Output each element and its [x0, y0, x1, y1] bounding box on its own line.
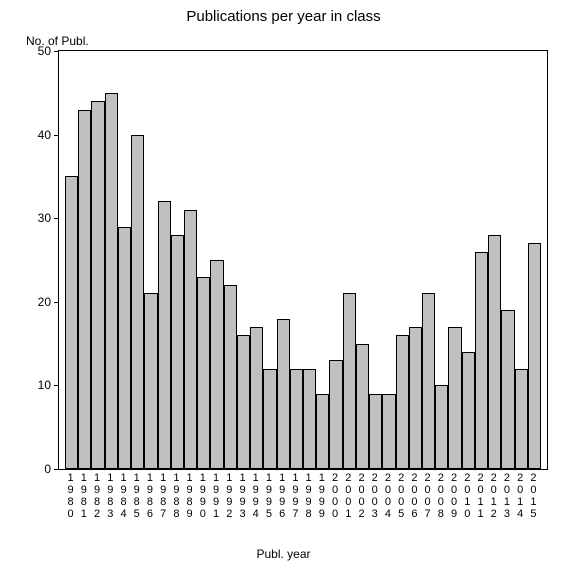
x-tick-label: 1 9 9 8 — [306, 472, 312, 520]
bar — [197, 277, 210, 469]
x-tick-label: 1 9 9 7 — [292, 472, 298, 520]
bar — [488, 235, 501, 469]
y-tick-label: 10 — [21, 378, 59, 392]
bar — [435, 385, 448, 469]
bar — [250, 327, 263, 469]
bar — [210, 260, 223, 469]
x-tick-label: 2 0 0 4 — [385, 472, 391, 520]
x-tick-label: 2 0 1 1 — [477, 472, 483, 520]
x-tick-label: 2 0 1 5 — [530, 472, 536, 520]
bar — [118, 227, 131, 469]
bar — [131, 135, 144, 469]
x-tick-label: 1 9 8 6 — [147, 472, 153, 520]
x-tick-label: 1 9 9 6 — [279, 472, 285, 520]
bar — [515, 369, 528, 469]
bar — [65, 176, 78, 469]
x-tick-label: 1 9 8 2 — [94, 472, 100, 520]
x-tick-label: 2 0 0 1 — [345, 472, 351, 520]
bar — [343, 293, 356, 469]
x-tick-label: 2 0 1 0 — [464, 472, 470, 520]
bar — [105, 93, 118, 469]
bar — [329, 360, 342, 469]
x-tick-label: 1 9 9 3 — [239, 472, 245, 520]
x-tick-label: 2 0 0 8 — [438, 472, 444, 520]
bar — [171, 235, 184, 469]
bar — [263, 369, 276, 469]
x-tick-label: 2 0 0 9 — [451, 472, 457, 520]
x-tick-label: 2 0 0 3 — [372, 472, 378, 520]
bar — [382, 394, 395, 469]
bar — [501, 310, 514, 469]
x-tick-label: 1 9 9 5 — [266, 472, 272, 520]
x-tick-label: 1 9 8 8 — [173, 472, 179, 520]
x-tick-label: 1 9 8 5 — [134, 472, 140, 520]
x-tick-label: 1 9 8 9 — [187, 472, 193, 520]
bar — [528, 243, 541, 469]
chart-title: Publications per year in class — [0, 8, 567, 25]
y-tick-label: 20 — [21, 295, 59, 309]
bar — [277, 319, 290, 469]
bar — [448, 327, 461, 469]
bar — [462, 352, 475, 469]
x-tick-label: 2 0 0 2 — [358, 472, 364, 520]
x-tick-label: 1 9 8 7 — [160, 472, 166, 520]
x-tick-label: 1 9 9 4 — [253, 472, 259, 520]
bar — [303, 369, 316, 469]
bar — [409, 327, 422, 469]
x-tick-label: 1 9 8 1 — [81, 472, 87, 520]
x-axis-labels: 1 9 8 0 1 9 8 1 1 9 8 2 1 9 8 3 1 9 8 4 1 9 8… — [58, 472, 548, 532]
bar — [224, 285, 237, 469]
x-tick-label: 1 9 9 9 — [319, 472, 325, 520]
x-axis-title: Publ. year — [0, 547, 567, 561]
x-tick-label: 1 9 8 0 — [68, 472, 74, 520]
y-tick-label: 40 — [21, 128, 59, 142]
bar — [144, 293, 157, 469]
x-tick-label: 2 0 0 6 — [411, 472, 417, 520]
x-tick-label: 2 0 1 3 — [504, 472, 510, 520]
x-tick-label: 1 9 9 2 — [226, 472, 232, 520]
plot-area: 01020304050 — [58, 50, 548, 470]
bar — [290, 369, 303, 469]
bar — [356, 344, 369, 469]
x-tick-label: 2 0 0 0 — [332, 472, 338, 520]
y-tick-label: 0 — [21, 462, 59, 476]
bar — [396, 335, 409, 469]
bar — [78, 110, 91, 469]
y-tick-label: 50 — [21, 44, 59, 58]
bar — [316, 394, 329, 469]
x-tick-label: 1 9 8 3 — [107, 472, 113, 520]
x-tick-label: 1 9 9 0 — [200, 472, 206, 520]
bar — [184, 210, 197, 469]
x-tick-label: 2 0 0 5 — [398, 472, 404, 520]
bar — [369, 394, 382, 469]
y-tick-label: 30 — [21, 211, 59, 225]
bar — [91, 101, 104, 469]
bar — [422, 293, 435, 469]
x-tick-label: 1 9 9 1 — [213, 472, 219, 520]
x-tick-label: 2 0 1 2 — [491, 472, 497, 520]
chart-container: Publications per year in class No. of Pu… — [0, 0, 567, 567]
x-tick-label: 2 0 0 7 — [425, 472, 431, 520]
x-tick-label: 2 0 1 4 — [517, 472, 523, 520]
bar — [237, 335, 250, 469]
bars-group — [59, 51, 547, 469]
x-tick-label: 1 9 8 4 — [120, 472, 126, 520]
bar — [475, 252, 488, 469]
bar — [158, 201, 171, 469]
